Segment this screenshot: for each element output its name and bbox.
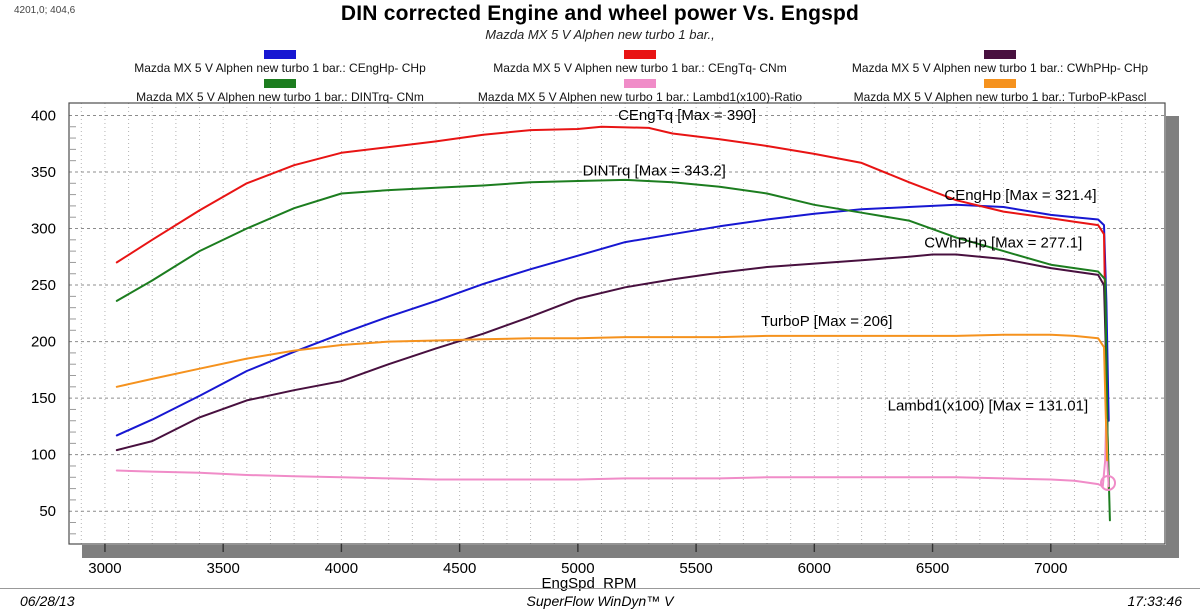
series-annotation-DINTrq: DINTrq [Max = 343.2] (583, 162, 726, 179)
xtick-label: 6500 (916, 560, 949, 577)
plot-background (69, 103, 1165, 544)
ytick-label: 400 (31, 107, 56, 124)
series-curve-CWhPHp (115, 253, 1109, 452)
plot-border (68, 102, 1166, 545)
legend-swatch-Lambd1(x100) (624, 79, 656, 88)
legend-label-CWhPHp: Mazda MX 5 V Alphen new turbo 1 bar.: CW… (851, 61, 1149, 75)
footer-date: 06/28/13 (20, 593, 75, 609)
legend-item-CEngHp: Mazda MX 5 V Alphen new turbo 1 bar.: CE… (100, 50, 460, 74)
legend-item-CWhPHp: Mazda MX 5 V Alphen new turbo 1 bar.: CW… (820, 50, 1180, 74)
footer-app-name: SuperFlow WinDyn™ V (526, 593, 674, 609)
legend-label-TurboP: Mazda MX 5 V Alphen new turbo 1 bar.: Tu… (853, 90, 1147, 104)
xtick-label: 5000 (561, 560, 594, 577)
series-end-marker-Lambd1(x100) (1100, 474, 1117, 491)
series-annotation-CEngHp: CEngHp [Max = 321.4] (944, 187, 1096, 204)
cursor-coordinate-readout: 4201,0; 404,6 (14, 5, 76, 16)
chart-subtitle: Mazda MX 5 V Alphen new turbo 1 bar., (485, 27, 715, 42)
xtick-label: 7000 (1034, 560, 1067, 577)
x-axis-label: EngSpd RPM (541, 575, 636, 592)
legend-item-Lambd1(x100): Mazda MX 5 V Alphen new turbo 1 bar.: La… (460, 79, 820, 103)
xtick-label: 3000 (88, 560, 121, 577)
legend-swatch-CEngTq (624, 50, 656, 59)
plot-shadow-bottom (82, 545, 1179, 558)
legend-swatch-TurboP (984, 79, 1016, 88)
ytick-label: 300 (31, 221, 56, 238)
legend-swatch-CEngHp (264, 50, 296, 59)
ytick-label: 150 (31, 390, 56, 407)
series-curve-DINTrq (115, 178, 1111, 522)
legend: Mazda MX 5 V Alphen new turbo 1 bar.: CE… (100, 50, 1180, 103)
ytick-label: 100 (31, 447, 56, 464)
legend-label-DINTrq: Mazda MX 5 V Alphen new turbo 1 bar.: DI… (136, 90, 424, 104)
footer-time: 17:33:46 (1127, 593, 1183, 609)
legend-swatch-CWhPHp (984, 50, 1016, 59)
ytick-label: 200 (31, 334, 56, 351)
series-curve-TurboP (115, 333, 1109, 462)
legend-label-CEngHp: Mazda MX 5 V Alphen new turbo 1 bar.: CE… (134, 61, 426, 75)
ytick-label: 50 (39, 503, 56, 520)
footer-divider (0, 588, 1200, 589)
xtick-label: 6000 (798, 560, 831, 577)
series-curve-CEngTq (115, 125, 1110, 490)
legend-label-Lambd1(x100): Mazda MX 5 V Alphen new turbo 1 bar.: La… (477, 90, 803, 104)
series-annotation-TurboP: TurboP [Max = 206] (761, 313, 892, 330)
chart-title: DIN corrected Engine and wheel power Vs.… (340, 2, 860, 25)
ytick-label: 250 (31, 277, 56, 294)
xtick-label: 4000 (325, 560, 358, 577)
legend-item-CEngTq: Mazda MX 5 V Alphen new turbo 1 bar.: CE… (460, 50, 820, 74)
ytick-label: 350 (31, 164, 56, 181)
series-annotation-CWhPHp: CWhPHp [Max = 277.1] (924, 235, 1082, 252)
xtick-label: 3500 (206, 560, 239, 577)
series-annotation-CEngTq: CEngTq [Max = 390] (618, 107, 756, 124)
xtick-label: 4500 (443, 560, 476, 577)
xtick-label: 5500 (679, 560, 712, 577)
legend-swatch-DINTrq (264, 79, 296, 88)
legend-item-TurboP: Mazda MX 5 V Alphen new turbo 1 bar.: Tu… (820, 79, 1180, 103)
plot-shadow-right (1166, 116, 1179, 558)
legend-label-CEngTq: Mazda MX 5 V Alphen new turbo 1 bar.: CE… (493, 61, 787, 75)
legend-item-DINTrq: Mazda MX 5 V Alphen new turbo 1 bar.: DI… (100, 79, 460, 103)
series-annotation-Lambd1(x100): Lambd1(x100) [Max = 131.01] (888, 398, 1089, 415)
